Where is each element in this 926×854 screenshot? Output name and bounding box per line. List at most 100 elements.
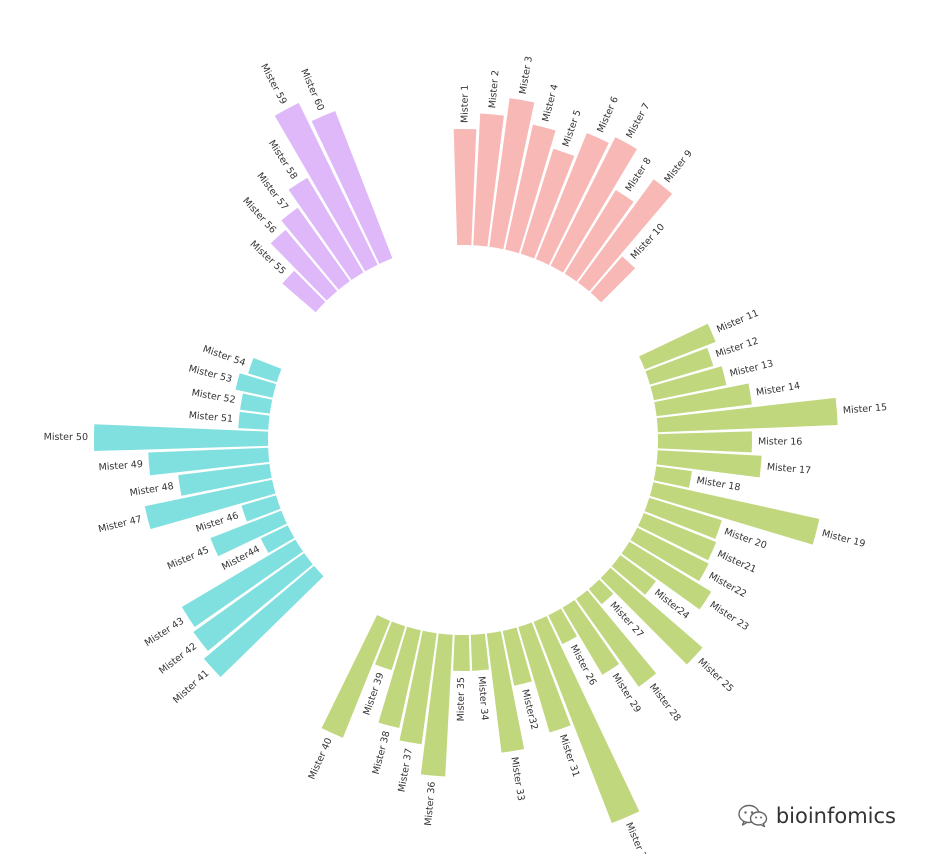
bar-3-11 <box>238 411 270 430</box>
bar-label: Mister 3 <box>518 55 535 95</box>
watermark: bioinfomics <box>738 804 896 828</box>
watermark-text: bioinfomics <box>775 804 896 828</box>
bar-label: Mister 1 <box>460 85 471 123</box>
bar-1-4 <box>505 124 556 254</box>
bar-2-10 <box>644 497 722 539</box>
bar-label: Mister 57 <box>254 171 290 213</box>
bar-2-27 <box>399 630 437 745</box>
bar-1-7 <box>550 137 637 273</box>
bar-label: Mister 52 <box>191 388 237 406</box>
bar-1-3 <box>489 98 535 250</box>
bar-1-8 <box>564 190 634 282</box>
bar-3-9 <box>148 447 270 476</box>
bar-label: Mister 6 <box>595 95 621 134</box>
bar-3-1 <box>203 565 324 677</box>
bar-label: Mister 43 <box>143 616 186 649</box>
bar-label: Mister 13 <box>729 358 775 379</box>
bar-2-12 <box>630 527 709 582</box>
bar-2-25 <box>453 634 470 672</box>
bar-label: Mister 11 <box>715 308 760 336</box>
bar-label: Mister21 <box>716 549 758 576</box>
bars-layer <box>94 98 838 824</box>
bar-2-23 <box>486 631 525 753</box>
bar-2-11 <box>638 512 717 561</box>
bar-label: Mister 53 <box>187 363 233 385</box>
bar-2-28 <box>378 626 421 729</box>
bar-2-14 <box>611 555 656 595</box>
bar-label: Mister 30 <box>623 821 651 854</box>
bar-label: Mister 41 <box>171 668 211 706</box>
bar-2-22 <box>502 627 532 686</box>
bar-label: Mister 49 <box>98 459 143 473</box>
bar-label: Mister 2 <box>487 70 501 109</box>
bar-2-15 <box>600 567 703 665</box>
bar-2-2 <box>645 347 714 385</box>
bar-3-4 <box>260 525 295 553</box>
bar-label: Mister 38 <box>371 730 393 776</box>
bar-label: Mister 14 <box>755 381 801 399</box>
bar-label: Mister22 <box>707 571 749 601</box>
bar-label: Mister 19 <box>821 528 867 550</box>
bar-label: Mister 36 <box>423 781 438 826</box>
bar-3-10 <box>94 424 269 452</box>
bar-3-7 <box>144 479 276 530</box>
bar-1-6 <box>535 133 609 265</box>
bar-1-2 <box>473 113 504 247</box>
bar-2-3 <box>650 366 727 401</box>
bar-label: Mister 48 <box>129 481 175 499</box>
bar-2-30 <box>321 615 391 738</box>
bar-4-5 <box>274 102 378 272</box>
bar-3-8 <box>178 463 272 496</box>
bar-label: Mister 56 <box>240 195 278 235</box>
bar-label: Mister 34 <box>476 676 490 721</box>
bar-label: Mister 4 <box>540 83 560 123</box>
bar-4-2 <box>270 229 338 301</box>
bar-1-10 <box>590 256 636 303</box>
bar-2-8 <box>653 466 692 488</box>
bar-label: Mister 15 <box>842 402 887 416</box>
bar-label: Mister 12 <box>714 336 760 361</box>
bar-label: Mister 50 <box>44 432 88 443</box>
wechat-icon <box>738 804 768 828</box>
bar-label: Mister 51 <box>188 410 233 425</box>
bar-label: Mister 28 <box>647 682 683 724</box>
bar-label: Mister 31 <box>557 733 582 779</box>
bar-2-7 <box>656 450 762 478</box>
bar-2-13 <box>621 541 712 610</box>
bar-2-9 <box>649 482 820 545</box>
bar-label: Mister32 <box>519 688 540 731</box>
bar-label: Mister 7 <box>624 101 652 140</box>
bar-label: Mister 5 <box>561 109 584 149</box>
bar-label: Mister 18 <box>696 475 742 493</box>
bar-label: Mister 23 <box>708 599 751 633</box>
bar-2-6 <box>657 431 753 453</box>
bar-label: Mister 40 <box>307 736 335 781</box>
bar-2-29 <box>375 621 406 671</box>
bar-3-3 <box>181 539 304 627</box>
bar-3-5 <box>210 510 287 557</box>
bar-2-1 <box>639 323 716 370</box>
bar-label: Mister 16 <box>758 436 802 447</box>
bar-label: Mister 25 <box>695 656 735 694</box>
bar-label: Mister 45 <box>166 545 211 573</box>
bar-label: Mister 54 <box>201 344 247 369</box>
bar-3-12 <box>240 393 273 414</box>
bar-3-6 <box>241 495 281 522</box>
bar-label: Mister 17 <box>766 462 811 477</box>
bar-label: Mister 42 <box>157 641 199 677</box>
bar-label: Mister 60 <box>298 67 326 112</box>
bar-2-19 <box>548 608 577 645</box>
bar-3-2 <box>193 553 313 652</box>
bar-2-5 <box>656 397 838 433</box>
bar-2-4 <box>654 383 752 417</box>
bar-4-3 <box>281 207 350 290</box>
bar-label: Mister 9 <box>662 148 694 185</box>
bar-label: Mister 47 <box>97 514 143 535</box>
bar-2-24 <box>470 633 489 671</box>
bar-label: Mister 59 <box>258 62 289 106</box>
bar-label: Mister 20 <box>723 526 769 551</box>
bar-label: Mister 35 <box>456 677 467 721</box>
bar-4-6 <box>311 110 393 264</box>
bar-2-20 <box>533 616 640 824</box>
